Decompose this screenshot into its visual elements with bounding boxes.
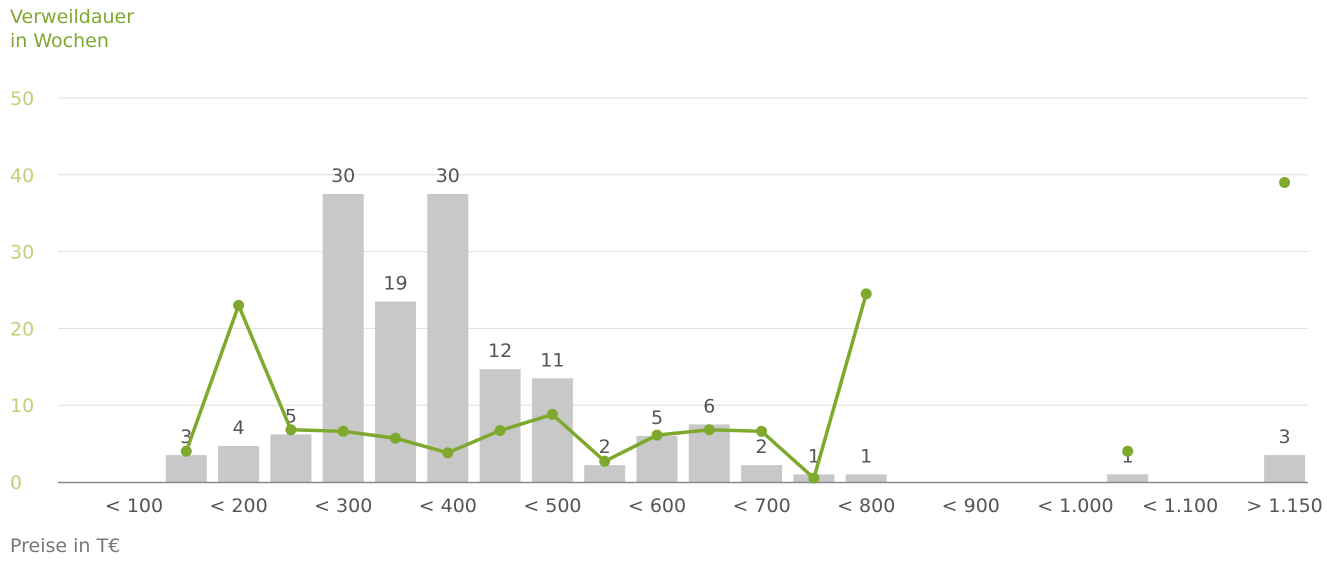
- bar-data-label: 12: [488, 340, 512, 362]
- bar: [531, 378, 573, 482]
- line-point: [233, 299, 245, 311]
- bar-data-label: 2: [599, 436, 611, 458]
- y-axis-title-line-1: Verweildauer: [10, 6, 135, 28]
- bar-data-label: 5: [651, 407, 663, 429]
- y-tick-label: 40: [10, 165, 34, 187]
- x-tick-label: < 100: [105, 495, 163, 517]
- x-tick-label: < 1.100: [1142, 495, 1218, 517]
- x-tick-label: < 800: [837, 495, 895, 517]
- line-point: [860, 288, 872, 300]
- bar: [1264, 455, 1306, 482]
- y-tick-label: 0: [10, 472, 22, 494]
- bar-data-label: 4: [233, 417, 245, 439]
- line-point: [442, 447, 454, 459]
- y-tick-label: 30: [10, 242, 34, 264]
- y-tick-label: 50: [10, 88, 34, 110]
- line-point: [651, 429, 663, 441]
- line-point: [390, 432, 401, 444]
- bar-data-label: 11: [540, 349, 564, 371]
- bar: [165, 455, 207, 482]
- x-tick-label: < 1.000: [1037, 495, 1113, 517]
- y-tick-label: 20: [10, 318, 34, 340]
- line-point: [180, 445, 192, 457]
- bar: [741, 465, 783, 482]
- line-point: [599, 455, 611, 467]
- bar-data-label: 6: [703, 395, 715, 417]
- line-point: [494, 425, 506, 437]
- line-point: [703, 424, 715, 436]
- bar: [218, 445, 260, 482]
- line-point: [337, 425, 349, 437]
- series-line: [184, 293, 868, 480]
- line-point: [546, 408, 558, 420]
- bar: [584, 465, 626, 482]
- bar: [1107, 474, 1149, 482]
- x-tick-label: < 600: [628, 495, 686, 517]
- bar: [322, 194, 364, 482]
- bar: [375, 301, 416, 482]
- bar: [270, 434, 312, 482]
- bar-data-label: 2: [756, 436, 768, 458]
- bar-data-label: 3: [1279, 426, 1291, 448]
- y-axis-title-line-2: in Wochen: [10, 30, 109, 52]
- x-tick-label: < 400: [419, 495, 477, 517]
- bar: [845, 474, 887, 482]
- x-tick-label: < 500: [523, 495, 581, 517]
- bar-data-label: 19: [383, 273, 407, 295]
- line-point: [1122, 445, 1134, 457]
- bar-data-label: 30: [331, 165, 355, 187]
- x-tick-label: < 300: [314, 495, 372, 517]
- bar-data-label: 1: [860, 445, 872, 467]
- y-tick-label: 10: [10, 395, 34, 417]
- line-point: [808, 472, 820, 484]
- x-tick-label: < 900: [942, 495, 1000, 517]
- bar: [427, 194, 469, 482]
- x-tick-label: < 200: [209, 495, 267, 517]
- line-point: [285, 424, 297, 436]
- line-point: [1279, 176, 1291, 188]
- bar-data-label: 30: [436, 165, 460, 187]
- line-point: [756, 425, 768, 437]
- x-axis-title: Preise in T€: [10, 535, 121, 557]
- x-tick-label: < 700: [732, 495, 790, 517]
- x-tick-label: > 1.150: [1246, 495, 1322, 517]
